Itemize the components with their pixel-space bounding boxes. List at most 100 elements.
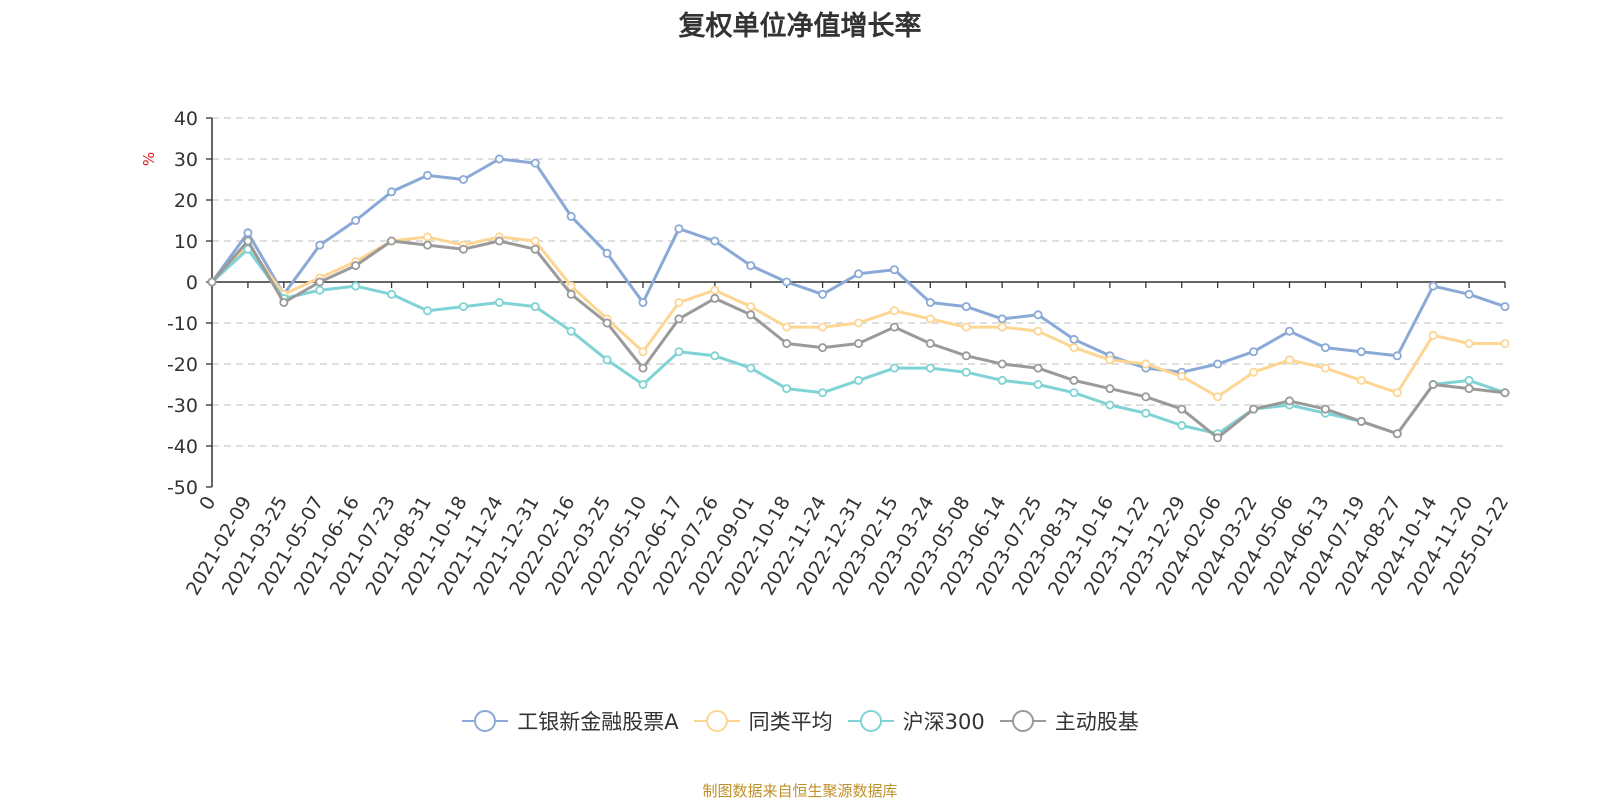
- data-point: [1141, 392, 1151, 402]
- data-point: [889, 306, 899, 316]
- data-point: [782, 384, 792, 394]
- legend-marker-icon: [847, 710, 894, 732]
- data-point: [1428, 281, 1438, 291]
- data-point: [315, 240, 325, 250]
- data-point: [351, 215, 361, 225]
- series-0: [207, 154, 1510, 377]
- data-point: [566, 289, 576, 299]
- y-tick-label: 30: [174, 149, 198, 171]
- data-point: [1033, 363, 1043, 373]
- legend-marker-icon: [693, 710, 740, 732]
- data-point: [818, 388, 828, 398]
- data-point: [1285, 396, 1295, 406]
- data-point: [889, 322, 899, 332]
- legend-label: 主动股基: [1054, 710, 1139, 734]
- data-point: [1141, 359, 1151, 369]
- data-point: [854, 338, 864, 348]
- data-point: [458, 302, 468, 312]
- data-point: [638, 297, 648, 307]
- data-point: [1392, 351, 1402, 361]
- data-point: [1069, 375, 1079, 385]
- x-tick-label: 0: [195, 493, 220, 514]
- data-point: [674, 224, 684, 234]
- axes: 403020100-10-20-30-40-5002021-02-092021-…: [167, 108, 1513, 599]
- series-lines: [207, 154, 1510, 443]
- data-point: [1320, 363, 1330, 373]
- data-point: [1356, 416, 1366, 426]
- data-point: [458, 244, 468, 254]
- data-point: [315, 285, 325, 295]
- y-tick-label: 20: [174, 190, 198, 212]
- data-point: [1464, 375, 1474, 385]
- data-point: [674, 297, 684, 307]
- series-3: [207, 236, 1510, 443]
- data-point: [889, 363, 899, 373]
- data-point: [530, 244, 540, 254]
- legend-marker-icon: [999, 710, 1046, 732]
- data-point: [1069, 334, 1079, 344]
- data-point: [1392, 429, 1402, 439]
- y-axis-label: %: [140, 152, 158, 166]
- data-point: [1105, 384, 1115, 394]
- data-point: [351, 281, 361, 291]
- data-point: [1177, 404, 1187, 414]
- data-point: [961, 367, 971, 377]
- data-point: [997, 375, 1007, 385]
- data-point: [1249, 404, 1259, 414]
- data-point: [1320, 343, 1330, 353]
- data-point: [961, 302, 971, 312]
- data-point: [387, 236, 397, 246]
- data-point: [925, 314, 935, 324]
- data-point: [997, 359, 1007, 369]
- data-point: [1392, 388, 1402, 398]
- data-point: [422, 170, 432, 180]
- data-point: [1500, 302, 1510, 312]
- data-point: [1500, 338, 1510, 348]
- data-point: [961, 351, 971, 361]
- legend-label: 沪深300: [902, 710, 985, 734]
- data-point: [1213, 392, 1223, 402]
- data-point: [387, 289, 397, 299]
- data-point: [782, 338, 792, 348]
- data-point: [997, 314, 1007, 324]
- y-tick-label: -40: [167, 436, 198, 458]
- data-point: [1464, 384, 1474, 394]
- data-point: [638, 347, 648, 357]
- data-point: [1213, 359, 1223, 369]
- data-point: [243, 236, 253, 246]
- data-point: [1033, 379, 1043, 389]
- data-point: [530, 158, 540, 168]
- legend-item[interactable]: 同类平均: [693, 706, 833, 736]
- data-point: [1249, 347, 1259, 357]
- data-point: [782, 322, 792, 332]
- data-point: [746, 363, 756, 373]
- legend-item[interactable]: 沪深300: [847, 706, 985, 736]
- data-point: [1356, 375, 1366, 385]
- y-tick-label: -20: [167, 354, 198, 376]
- data-point: [1428, 330, 1438, 340]
- data-point: [1500, 388, 1510, 398]
- data-point: [710, 351, 720, 361]
- data-point: [1213, 433, 1223, 443]
- data-point: [458, 174, 468, 184]
- data-point: [710, 285, 720, 295]
- data-point: [1285, 326, 1295, 336]
- data-point: [818, 322, 828, 332]
- data-point: [1464, 338, 1474, 348]
- data-point: [1069, 388, 1079, 398]
- y-tick-label: 10: [174, 231, 198, 253]
- legend-item[interactable]: 主动股基: [999, 706, 1139, 736]
- data-point: [530, 236, 540, 246]
- y-tick-label: 40: [174, 108, 198, 130]
- data-point: [1069, 343, 1079, 353]
- chart-title: 复权单位净值增长率: [678, 11, 922, 42]
- data-point: [602, 318, 612, 328]
- data-point: [1141, 408, 1151, 418]
- data-point: [387, 187, 397, 197]
- legend-item[interactable]: 工银新金融股票A: [461, 706, 679, 736]
- data-point: [710, 293, 720, 303]
- data-point: [1105, 400, 1115, 410]
- data-point: [925, 297, 935, 307]
- data-point: [674, 314, 684, 324]
